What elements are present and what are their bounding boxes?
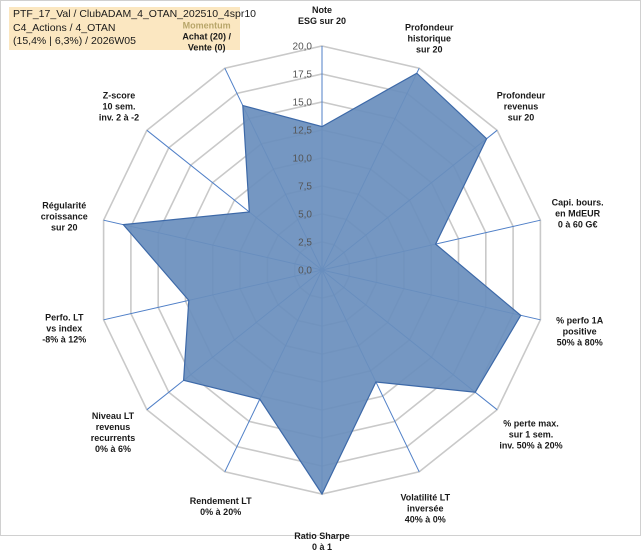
r-tick-label: 7,5	[298, 182, 312, 193]
axis-label-line: Note	[298, 5, 346, 16]
axis-label-line: % perfo 1A	[556, 316, 603, 327]
axis-label-line: sur 20	[405, 45, 454, 56]
axis-label-line: 50% à 80%	[556, 338, 603, 349]
axis-label-line: Capi. bours.	[552, 197, 604, 208]
axis-label-line: revenus	[91, 422, 136, 433]
axis-label-line: revenus	[497, 101, 546, 112]
axis-label-line: Z-score	[99, 90, 139, 101]
axis-label-line: sur 20	[41, 222, 88, 233]
radar-chart: 0,0 2,5 5,0 7,5 10,0 12,5 15,0 17,5 20,0	[0, 0, 641, 536]
axis-label-line: positive	[556, 327, 603, 338]
axis-label-line: Volatilité LT	[400, 493, 450, 504]
axis-label-line: -8% à 12%	[42, 335, 86, 346]
axis-label-line: sur 1 sem.	[499, 430, 562, 441]
r-tick-label: 2,5	[298, 238, 312, 249]
axis-label-line: Achat (20) /	[182, 32, 231, 43]
axis-label-line: Perfo. LT	[42, 313, 86, 324]
r-tick-label: 17,5	[293, 70, 313, 81]
axis-label-line: historique	[405, 34, 454, 45]
axis-label-line: croissance	[41, 211, 88, 222]
r-tick-label: 12,5	[293, 126, 313, 137]
axis-label-line: inv. 2 à -2	[99, 112, 139, 123]
axis-label-line: en MdEUR	[552, 208, 604, 219]
axis-label-6: % perte max.sur 1 sem.inv. 50% à 20%	[499, 419, 562, 452]
axis-label-line: Régularité	[41, 200, 88, 211]
r-tick-label: 10,0	[293, 154, 313, 165]
axis-label-line: Niveau LT	[91, 411, 136, 422]
axis-label-line: Rendement LT	[190, 496, 252, 507]
axis-label-line: 0 à 60 G€	[552, 219, 604, 230]
axis-label-line: Ratio Sharpe	[294, 531, 350, 542]
r-tick-label: 15,0	[293, 98, 313, 109]
axis-label-line: 0% à 6%	[91, 444, 136, 455]
axis-label-line: 0% à 20%	[190, 507, 252, 518]
axis-label-line: recurrents	[91, 433, 136, 444]
axis-label-line: inversée	[400, 504, 450, 515]
axis-label-line: ESG sur 20	[298, 16, 346, 27]
axis-label-line: Momentum	[182, 21, 231, 32]
axis-label-line: vs index	[42, 324, 86, 335]
axis-label-line: 40% à 0%	[400, 515, 450, 526]
axis-label-line: sur 20	[497, 112, 546, 123]
r-tick-label: 0,0	[298, 266, 312, 277]
axis-label-line: inv. 50% à 20%	[499, 441, 562, 452]
r-tick-label: 5,0	[298, 210, 312, 221]
axis-label-line: Vente (0)	[182, 43, 231, 54]
axis-label-line: Profondeur	[497, 90, 546, 101]
axis-label-line: 0 à 1	[294, 542, 350, 553]
axis-label-line: % perte max.	[499, 419, 562, 430]
axis-label-line: Profondeur	[405, 23, 454, 34]
r-tick-label: 20,0	[293, 42, 313, 53]
axis-label-line: 10 sem.	[99, 101, 139, 112]
